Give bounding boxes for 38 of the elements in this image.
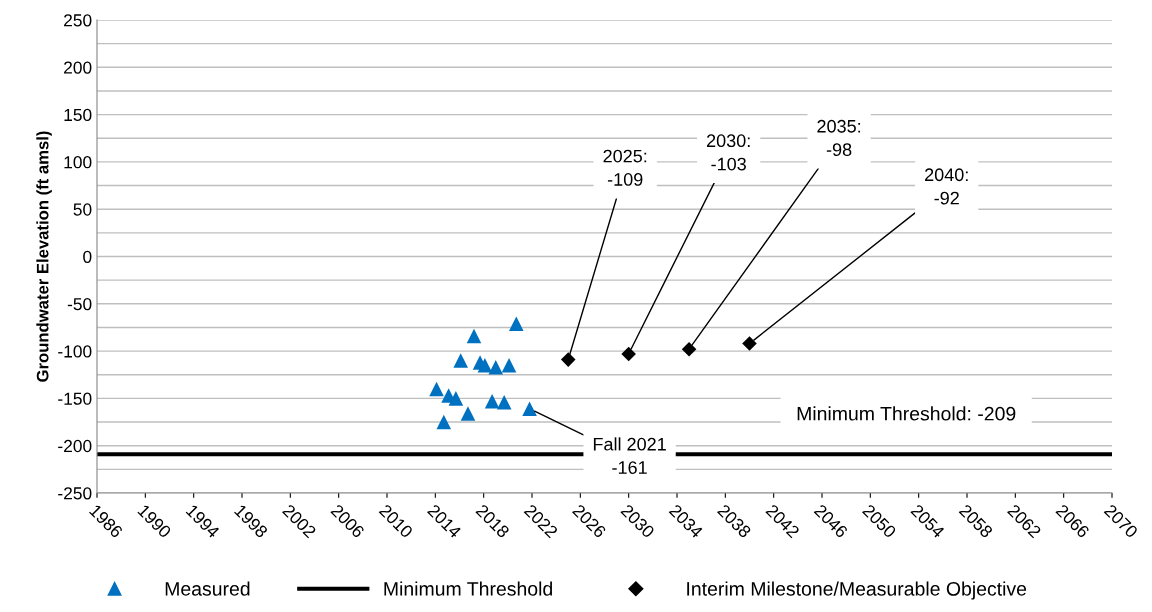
point	[509, 316, 524, 331]
annotation: 2030: -103	[706, 134, 750, 171]
legend-label: Interim Milestone/Measurable Objective	[687, 581, 1027, 600]
point	[466, 328, 482, 344]
point	[621, 346, 636, 362]
y-tick-label: -250	[58, 487, 92, 500]
y-tick-label: -50	[67, 297, 92, 311]
point	[484, 393, 500, 409]
point	[448, 391, 464, 406]
point	[436, 414, 452, 430]
annotation: 2040: -92	[925, 168, 968, 205]
y-tick-label: 0	[83, 250, 92, 263]
y-tick-label: 50	[73, 203, 92, 216]
y-tick-label: -150	[58, 392, 92, 405]
point	[681, 341, 697, 357]
y-tick-label: 150	[64, 108, 92, 122]
annotation: Fall 2021 -161	[593, 437, 666, 474]
y-tick-label: 200	[64, 61, 92, 74]
point	[429, 381, 444, 397]
point	[496, 394, 512, 410]
legend-label: Minimum Threshold	[384, 581, 552, 596]
annotation: 2035: -98	[817, 119, 861, 157]
y-axis-title: Groundwater Elevation (ft amsl)	[36, 131, 52, 382]
point	[742, 336, 757, 351]
point	[488, 359, 504, 375]
point	[460, 406, 476, 421]
point	[560, 352, 576, 367]
point	[453, 353, 468, 368]
annotation: 2025: -109	[603, 149, 647, 186]
y-tick-label: 100	[64, 156, 92, 169]
legend-label: Measured	[165, 581, 250, 596]
annotation: Minimum Threshold: -209	[797, 406, 1016, 421]
point	[477, 358, 493, 373]
point	[522, 401, 537, 417]
y-tick-label: -100	[58, 345, 92, 358]
y-tick-label: 250	[64, 14, 92, 27]
y-tick-label: -200	[58, 439, 92, 453]
point	[501, 358, 517, 373]
